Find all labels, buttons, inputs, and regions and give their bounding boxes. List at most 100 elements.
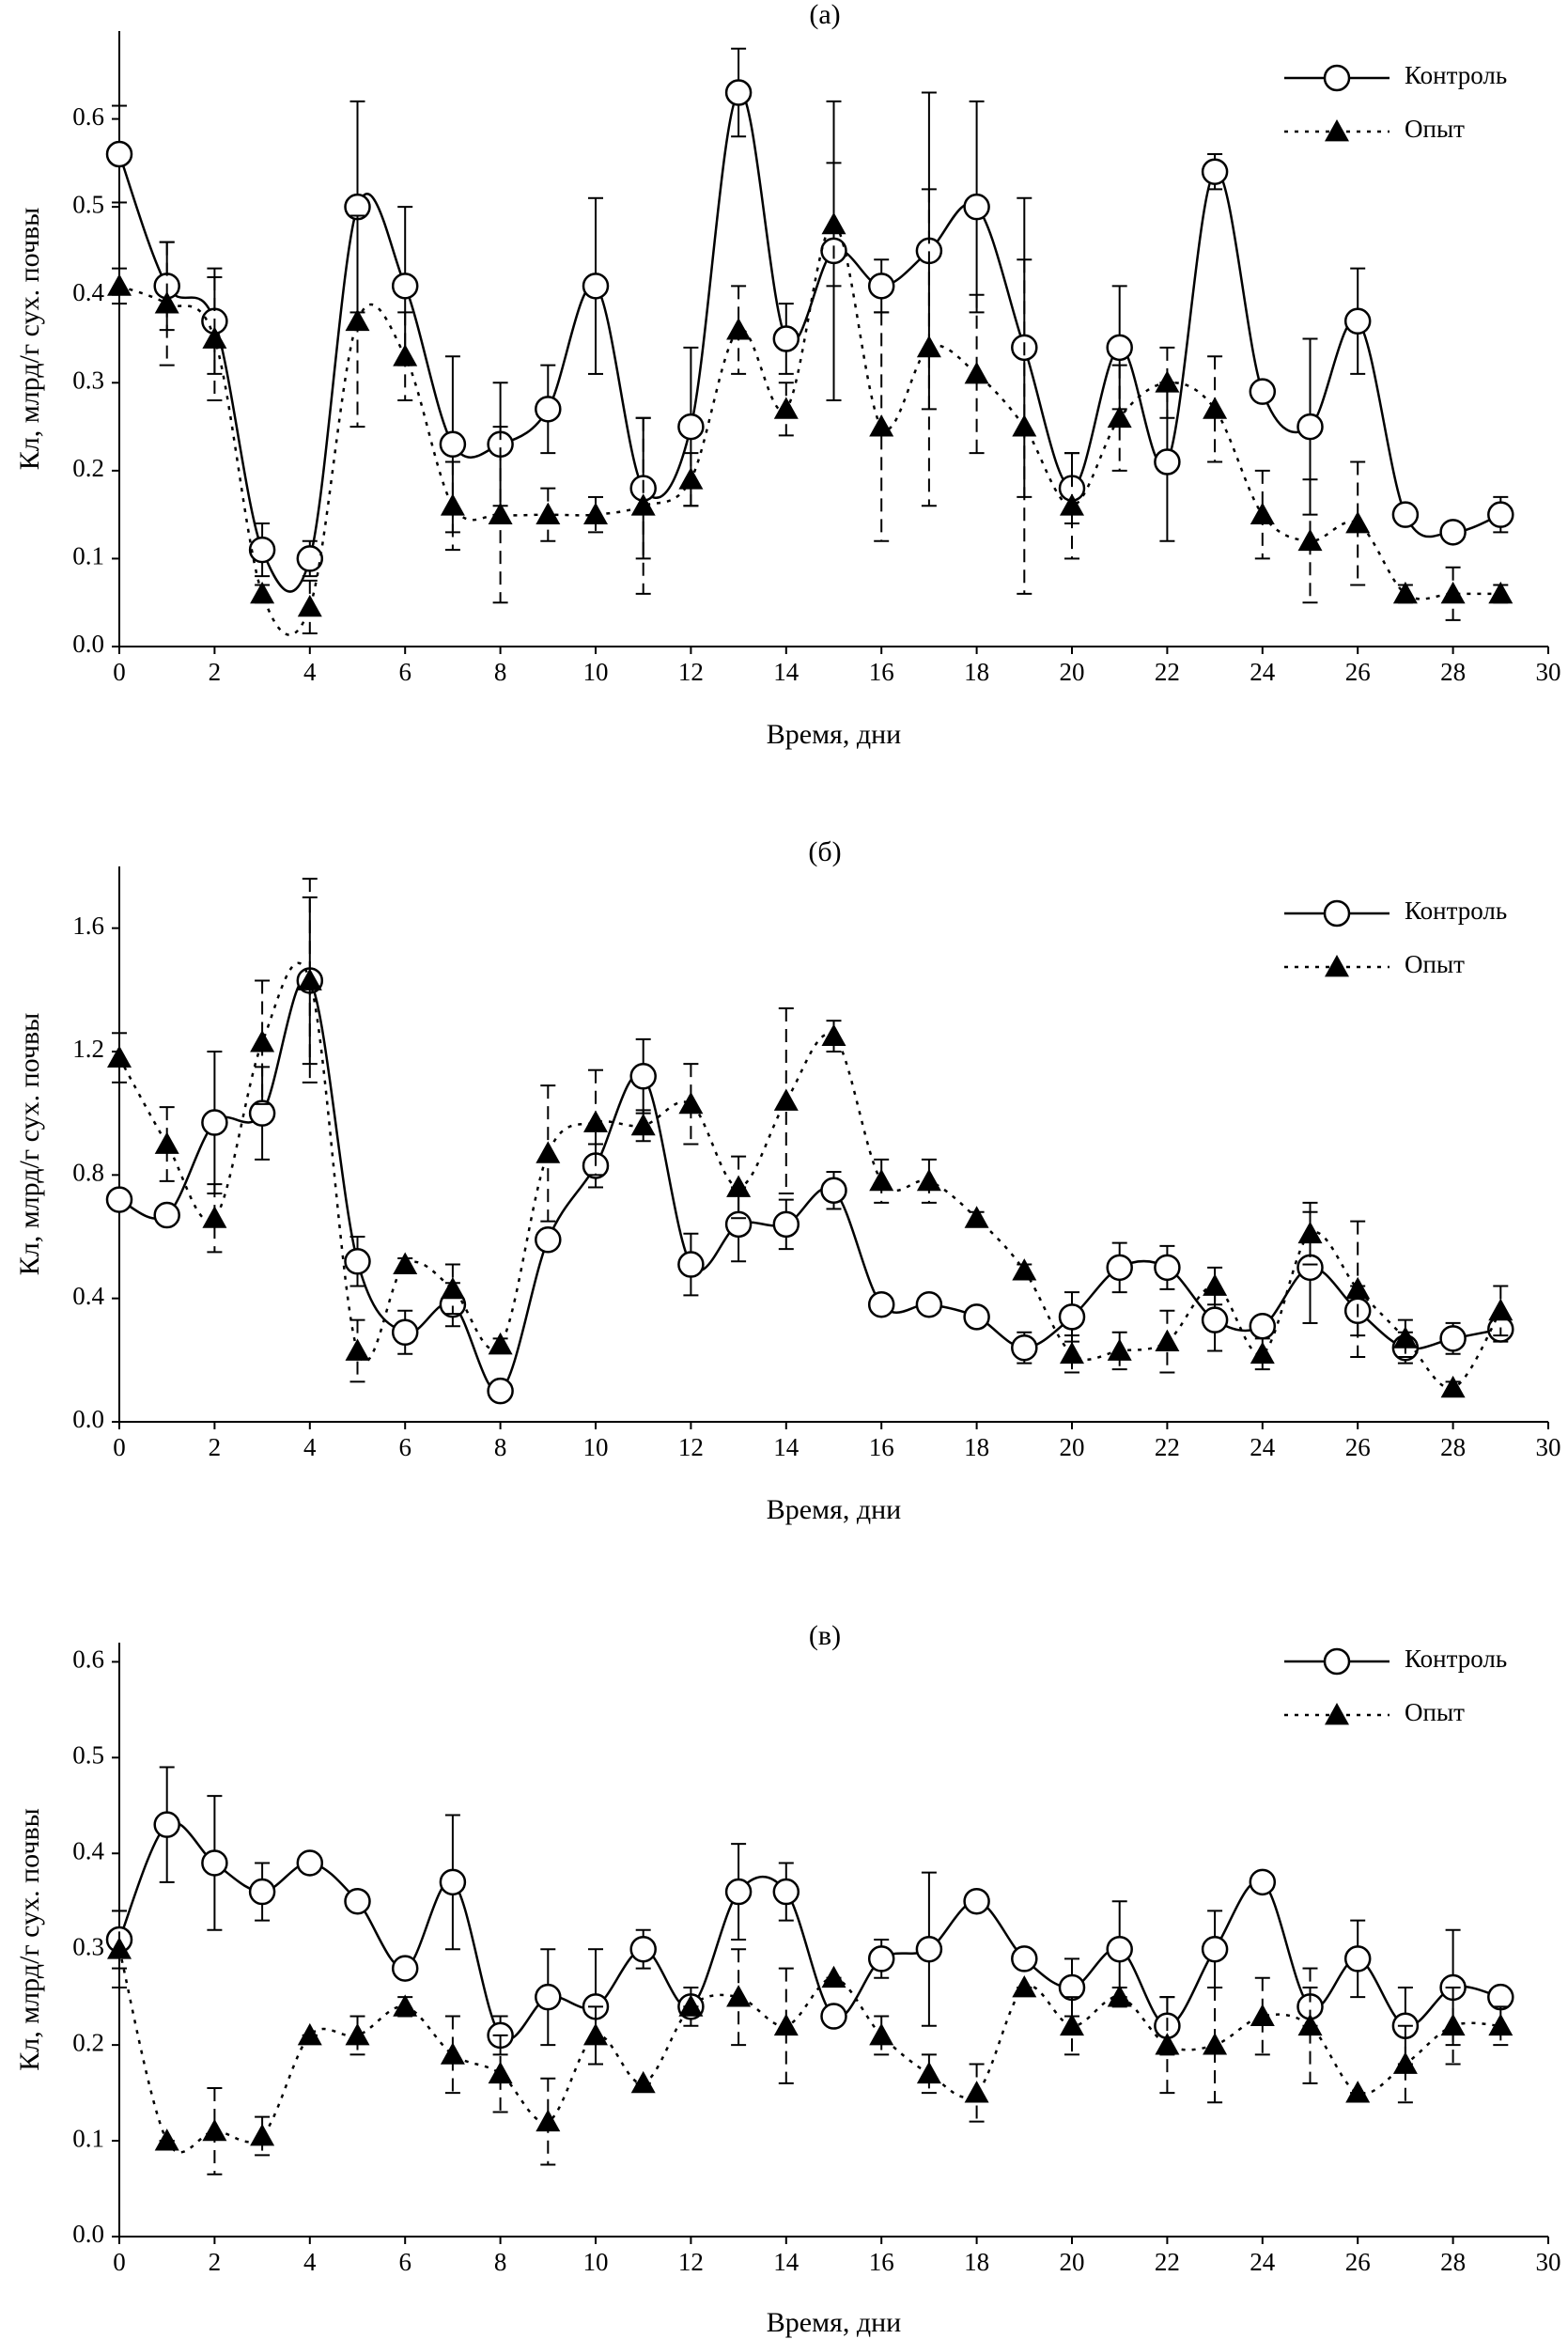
x-tick-label: 4: [303, 1433, 317, 1461]
data-point: [772, 1210, 800, 1239]
data-point: [867, 273, 895, 300]
x-tick-label: 2: [209, 658, 222, 686]
data-point: [154, 2128, 179, 2151]
error-bar: [1111, 1331, 1127, 1371]
error-bar: [1493, 2005, 1509, 2047]
data-point: [869, 1168, 894, 1192]
y-tick-label: 0.6: [72, 1645, 104, 1674]
data-point: [248, 536, 276, 564]
error-bar: [683, 1063, 699, 1146]
data-point: [1201, 158, 1229, 185]
data-point: [630, 493, 656, 516]
data-point: [535, 1226, 562, 1254]
data-point: [297, 968, 322, 990]
data-point: [963, 193, 990, 221]
error-bar: [874, 2015, 890, 2056]
data-point: [869, 414, 894, 437]
data-point: [440, 493, 465, 516]
data-point: [296, 1849, 324, 1877]
y-tick-label: 0.5: [72, 1741, 104, 1770]
chart-title: (в): [809, 1620, 841, 1651]
data-point: [726, 1985, 752, 2007]
error-bar: [1445, 1986, 1461, 2066]
error-bar: [349, 2015, 365, 2056]
data-point: [153, 1201, 180, 1229]
x-tick-label: 18: [964, 2248, 989, 2276]
y-tick-label: 0.0: [72, 1405, 104, 1433]
x-tick-label: 6: [398, 2248, 411, 2276]
data-point: [964, 2081, 989, 2103]
x-tick-label: 2: [209, 1433, 222, 1461]
data-point: [1439, 1325, 1467, 1352]
data-point: [1106, 334, 1133, 362]
data-point: [250, 581, 275, 604]
data-point: [915, 1935, 943, 1963]
data-point: [1058, 1973, 1086, 2002]
x-tick-label: 24: [1250, 658, 1276, 686]
series-line: [118, 976, 1501, 1394]
y-tick-label: 0.0: [72, 2220, 104, 2248]
error-bar: [207, 1183, 223, 1254]
error-bar: [1207, 1266, 1223, 1306]
data-point: [1297, 2013, 1323, 2036]
legend-marker: [1325, 119, 1349, 142]
data-point: [1201, 1306, 1229, 1333]
legend-marker: [1323, 64, 1351, 92]
error-bar: [159, 241, 175, 366]
data-point: [344, 1887, 371, 1915]
data-point: [964, 361, 989, 384]
data-point: [1488, 2013, 1514, 2036]
y-tick-label: 0.6: [72, 102, 104, 131]
data-point: [1440, 2013, 1466, 2036]
error-bar: [207, 276, 223, 401]
error-bar: [1207, 1986, 1223, 2104]
x-tick-label: 16: [869, 1433, 894, 1461]
data-point: [1487, 1983, 1514, 2011]
x-axis-title: Время, дни: [767, 719, 901, 750]
error-bar: [255, 2115, 271, 2157]
data-point: [677, 413, 705, 441]
chart-title: (б): [808, 836, 841, 867]
data-point: [1343, 1945, 1372, 1973]
data-point: [678, 467, 704, 490]
data-point: [1012, 414, 1037, 437]
data-point: [630, 1113, 656, 1136]
x-tick-label: 28: [1440, 2248, 1466, 2276]
data-point: [1391, 501, 1420, 528]
data-point: [1154, 1254, 1181, 1282]
x-tick-label: 6: [398, 1433, 411, 1461]
x-tick-label: 30: [1536, 2248, 1561, 2276]
data-point: [345, 308, 370, 332]
error-bar: [444, 2015, 460, 2095]
data-point: [439, 1868, 467, 1896]
data-point: [820, 2003, 847, 2030]
x-tick-label: 26: [1345, 658, 1371, 686]
y-tick-label: 1.2: [72, 1035, 104, 1063]
data-point: [1488, 1298, 1514, 1321]
legend-label: Опыт: [1405, 950, 1465, 978]
data-point: [202, 326, 227, 349]
x-tick-label: 10: [583, 1433, 609, 1461]
data-point: [1012, 1974, 1037, 1998]
data-point: [440, 1276, 465, 1300]
x-tick-label: 4: [303, 2248, 317, 2276]
data-point: [820, 1177, 847, 1204]
data-point: [105, 1186, 133, 1213]
data-point: [915, 1290, 943, 1318]
x-tick-label: 22: [1155, 658, 1180, 686]
legend-marker: [1323, 1647, 1351, 1676]
y-tick-label: 0.2: [72, 454, 104, 482]
x-tick-label: 16: [869, 2248, 894, 2276]
x-tick-label: 14: [773, 2248, 800, 2276]
data-point: [1060, 1341, 1084, 1364]
x-tick-label: 10: [583, 2248, 609, 2276]
legend-label: Опыт: [1405, 1698, 1465, 1726]
data-point: [1392, 581, 1418, 604]
data-point: [1250, 1341, 1275, 1364]
x-tick-label: 14: [773, 1433, 800, 1461]
data-point: [250, 2123, 275, 2146]
data-point: [629, 1063, 657, 1090]
data-point: [583, 2022, 608, 2046]
data-point: [678, 1091, 704, 1115]
